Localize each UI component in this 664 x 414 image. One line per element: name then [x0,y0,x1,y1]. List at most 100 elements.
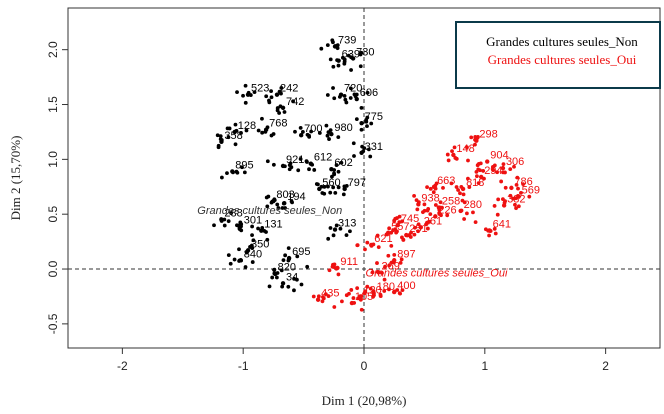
legend-entry: Grandes cultures seules_Oui [488,52,637,67]
data-point [412,232,417,237]
data-point [316,294,321,299]
data-point [326,184,330,189]
data-point [513,202,517,207]
data-point [521,182,526,187]
data-point [516,186,520,191]
point-label: 294 [484,165,502,177]
data-point [362,291,367,296]
point-label: 560 [322,177,340,189]
data-point [265,204,270,209]
data-point [386,253,391,258]
data-point [358,297,363,302]
point-label: 612 [314,152,332,164]
data-point [338,92,344,97]
data-point [244,128,249,133]
point-label: 120 [363,284,381,296]
data-point [292,288,296,293]
data-point [359,120,364,126]
data-point [349,68,353,72]
data-point [233,142,238,147]
data-point [451,152,456,158]
data-point [428,212,433,216]
data-point [331,86,335,90]
point-label: 980 [334,122,352,134]
point-label: 382 [507,193,525,205]
point-label: 301 [244,214,262,226]
data-point [380,271,384,275]
data-point [378,292,383,297]
data-point [354,117,359,122]
data-point [279,91,283,96]
data-point [311,294,316,299]
data-point [234,169,239,174]
data-point [298,157,303,161]
data-point [280,206,285,210]
data-point [392,289,397,295]
data-point [359,294,364,299]
point-label: 280 [464,199,482,211]
data-point [407,233,412,237]
data-point [329,167,334,172]
data-point [382,277,387,282]
data-point [515,175,520,180]
data-point [436,205,442,210]
point-label: 34 [286,271,298,283]
data-point [338,226,343,231]
data-point [514,182,519,187]
data-point [509,185,514,191]
data-point [365,284,370,289]
data-point [332,305,337,309]
data-point [327,137,331,141]
data-point [485,159,490,164]
data-point [392,258,397,263]
data-point [228,261,233,266]
data-point [461,192,466,197]
data-point [514,206,518,211]
point-label: 786 [514,176,532,188]
data-point [460,186,466,192]
data-point [271,162,276,167]
category-centroid-label: Grandes cultures seules_Oui [366,268,508,280]
data-point [466,176,470,181]
data-point [346,53,351,58]
point-label: 602 [334,157,352,169]
data-point [288,161,293,166]
data-point [305,160,309,164]
data-point [400,219,405,224]
data-point [351,296,356,300]
data-point [456,188,460,192]
data-point [282,201,287,206]
data-point [511,196,516,201]
data-point [260,116,264,121]
data-point [237,247,241,252]
data-point [332,171,336,176]
data-point [265,237,270,242]
data-point [336,185,341,190]
data-point [404,232,409,238]
data-point [269,89,274,94]
data-point [503,185,508,190]
data-point [400,288,405,293]
data-point [275,202,280,207]
data-point [392,252,397,257]
point-label: 288 [224,208,242,220]
data-point [264,94,269,99]
data-point [385,230,391,236]
point-label: 621 [374,233,392,245]
data-point [369,242,374,248]
data-point [418,225,423,230]
data-point [226,135,231,140]
data-point [271,198,276,204]
y-axis-title: Dim 2 (15,70%) [8,136,23,221]
point-label: 269 [381,260,399,272]
legend: Grandes cultures seules_Non Grandes cultu… [455,21,661,89]
data-point [295,254,300,259]
data-point [382,289,387,293]
data-point [274,275,279,280]
y-tick-label: 0.5 [46,206,60,223]
data-point [516,194,521,199]
x-tick-label: -1 [238,359,249,373]
data-point [233,122,238,127]
data-point [454,185,459,189]
point-label: 131 [264,219,282,231]
